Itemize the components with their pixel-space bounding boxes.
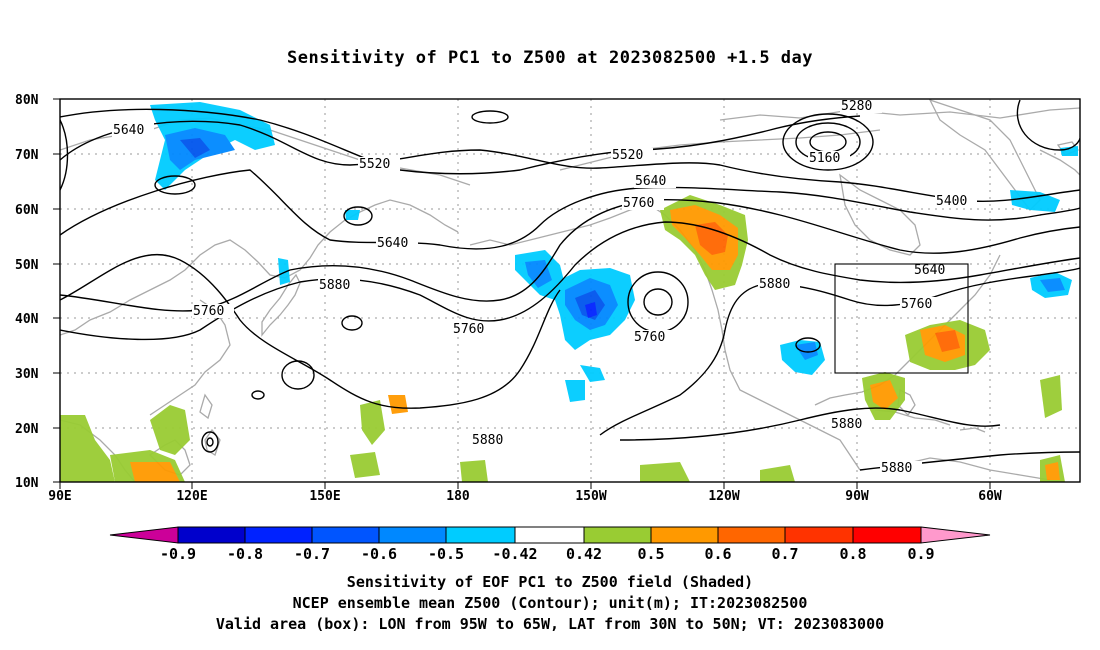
colorbar-label: -0.9 bbox=[160, 545, 196, 563]
contour-label: 5640 bbox=[377, 236, 408, 251]
colorbar-swatch bbox=[920, 526, 991, 544]
contour-label: 5640 bbox=[113, 123, 144, 138]
contour-label: 5640 bbox=[914, 263, 945, 278]
lon-label-90w: 90W bbox=[845, 489, 869, 504]
lat-label-40n: 40N bbox=[15, 312, 39, 327]
colorbar-swatch bbox=[445, 526, 516, 544]
lon-label-120e: 120E bbox=[176, 489, 207, 504]
z500-contours bbox=[60, 99, 1080, 471]
colorbar-swatch bbox=[784, 526, 854, 544]
lat-label-70n: 70N bbox=[15, 148, 39, 163]
contour-label: 5520 bbox=[612, 148, 643, 163]
colorbar-label: 0.8 bbox=[839, 545, 866, 563]
axis-ticks bbox=[53, 98, 991, 489]
colorbar-swatch bbox=[852, 526, 922, 544]
lon-label-90e: 90E bbox=[48, 489, 71, 504]
longitude-labels: 90E 120E 150E 180 150W 120W 90W 60W bbox=[48, 489, 1002, 504]
lat-label-80n: 80N bbox=[15, 93, 39, 108]
colorbar-swatch bbox=[650, 526, 719, 544]
colorbar-swatch bbox=[378, 526, 447, 544]
contour-label: 5160 bbox=[809, 151, 840, 166]
colorbar-swatch bbox=[514, 526, 585, 544]
colorbar: -0.9 -0.8 -0.7 -0.6 -0.5 -0.42 0.42 0.5 … bbox=[109, 526, 991, 563]
lat-label-20n: 20N bbox=[15, 422, 39, 437]
colorbar-label: -0.42 bbox=[492, 545, 537, 563]
sensitivity-shading bbox=[60, 102, 1078, 482]
colorbar-label: 0.9 bbox=[907, 545, 934, 563]
contour-label: 5760 bbox=[634, 330, 665, 345]
colorbar-label: 0.42 bbox=[566, 545, 602, 563]
caption-line-valid-area: Valid area (box): LON from 95W to 65W, L… bbox=[215, 615, 885, 633]
colorbar-label: -0.7 bbox=[294, 545, 330, 563]
figure-captions: Sensitivity of EOF PC1 to Z500 field (Sh… bbox=[0, 572, 1100, 635]
contour-label: 5640 bbox=[635, 174, 666, 189]
colorbar-swatch bbox=[311, 526, 380, 544]
colorbar-swatch bbox=[583, 526, 652, 544]
figure-title: Sensitivity of PC1 to Z500 at 2023082500… bbox=[286, 48, 813, 68]
valid-area-box bbox=[834, 263, 969, 374]
colorbar-label: -0.6 bbox=[361, 545, 397, 563]
contour-label: 5520 bbox=[359, 157, 390, 172]
lon-label-60w: 60W bbox=[978, 489, 1002, 504]
caption-line-contour: NCEP ensemble mean Z500 (Contour); unit(… bbox=[292, 594, 808, 612]
contour-label: 5760 bbox=[901, 297, 932, 312]
caption-line-shaded: Sensitivity of EOF PC1 to Z500 field (Sh… bbox=[346, 573, 754, 591]
contour-label: 5400 bbox=[936, 194, 967, 209]
colorbar-swatch bbox=[244, 526, 313, 544]
colorbar-label: -0.8 bbox=[227, 545, 263, 563]
contour-label: 5280 bbox=[841, 99, 872, 114]
contour-labels: 5640 5520 5640 5760 5880 5760 bbox=[112, 99, 977, 476]
colorbar-label: 0.5 bbox=[637, 545, 664, 563]
contour-label: 5880 bbox=[472, 433, 503, 448]
lon-label-120w: 120W bbox=[708, 489, 739, 504]
colorbar-swatch bbox=[717, 526, 786, 544]
lat-label-50n: 50N bbox=[15, 258, 39, 273]
contour-label: 5880 bbox=[831, 417, 862, 432]
colorbar-swatch bbox=[177, 526, 246, 544]
lat-label-10n: 10N bbox=[15, 476, 39, 491]
lon-label-150e: 150E bbox=[309, 489, 340, 504]
lon-label-180: 180 bbox=[446, 489, 470, 504]
colorbar-label: 0.7 bbox=[771, 545, 798, 563]
colorbar-label: 0.6 bbox=[704, 545, 731, 563]
contour-label: 5760 bbox=[623, 196, 654, 211]
contour-label: 5880 bbox=[759, 277, 790, 292]
contour-label: 5760 bbox=[453, 322, 484, 337]
contour-label: 5760 bbox=[193, 304, 224, 319]
lon-label-150w: 150W bbox=[575, 489, 606, 504]
map-frame bbox=[59, 98, 1081, 483]
colorbar-swatch bbox=[109, 526, 179, 544]
contour-label: 5880 bbox=[881, 461, 912, 476]
contour-label: 5880 bbox=[319, 278, 350, 293]
colorbar-label: -0.5 bbox=[428, 545, 464, 563]
lat-label-60n: 60N bbox=[15, 203, 39, 218]
latitude-labels: 80N 70N 60N 50N 40N 30N 20N 10N bbox=[15, 93, 39, 491]
lat-label-30n: 30N bbox=[15, 367, 39, 382]
